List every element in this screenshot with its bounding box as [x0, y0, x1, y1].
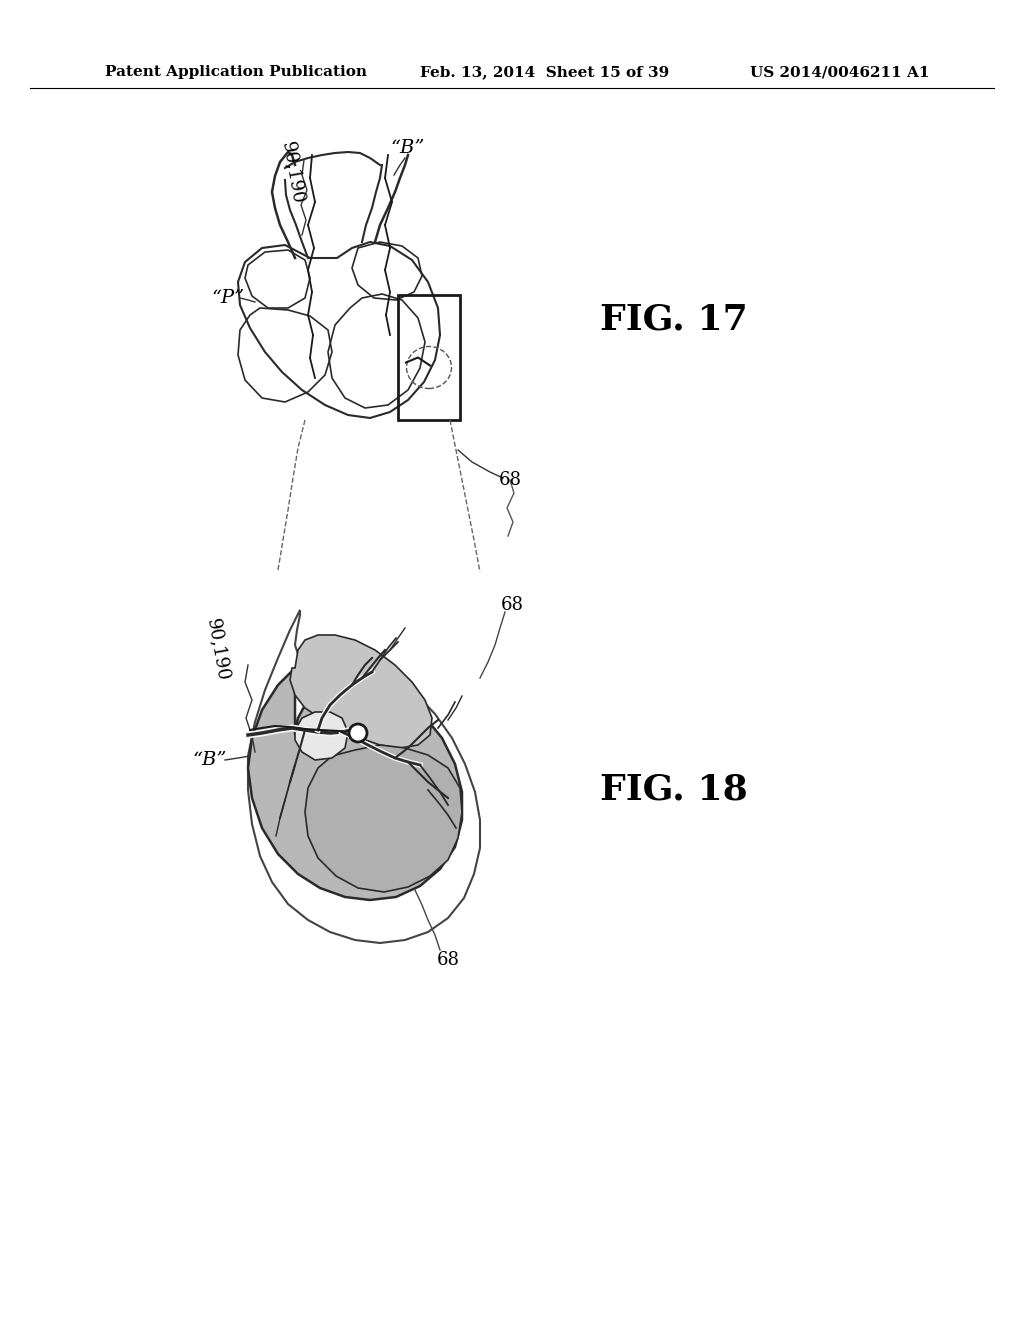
Polygon shape: [305, 744, 462, 892]
Text: US 2014/0046211 A1: US 2014/0046211 A1: [750, 65, 930, 79]
Text: “B”: “B”: [193, 751, 227, 770]
Text: 68: 68: [499, 471, 521, 488]
Text: “B”: “B”: [391, 139, 425, 157]
Text: Feb. 13, 2014  Sheet 15 of 39: Feb. 13, 2014 Sheet 15 of 39: [420, 65, 670, 79]
Polygon shape: [248, 668, 462, 900]
Bar: [398, 294, 460, 420]
Text: 90,190: 90,190: [279, 140, 307, 206]
Polygon shape: [290, 635, 432, 748]
Text: FIG. 18: FIG. 18: [600, 774, 748, 807]
Circle shape: [349, 723, 367, 742]
Text: 68: 68: [501, 597, 523, 614]
Text: 90,190: 90,190: [204, 618, 232, 682]
Text: 68: 68: [436, 950, 460, 969]
Text: “P”: “P”: [211, 289, 245, 308]
Text: Patent Application Publication: Patent Application Publication: [105, 65, 367, 79]
Text: FIG. 17: FIG. 17: [600, 304, 748, 337]
Polygon shape: [295, 711, 348, 760]
